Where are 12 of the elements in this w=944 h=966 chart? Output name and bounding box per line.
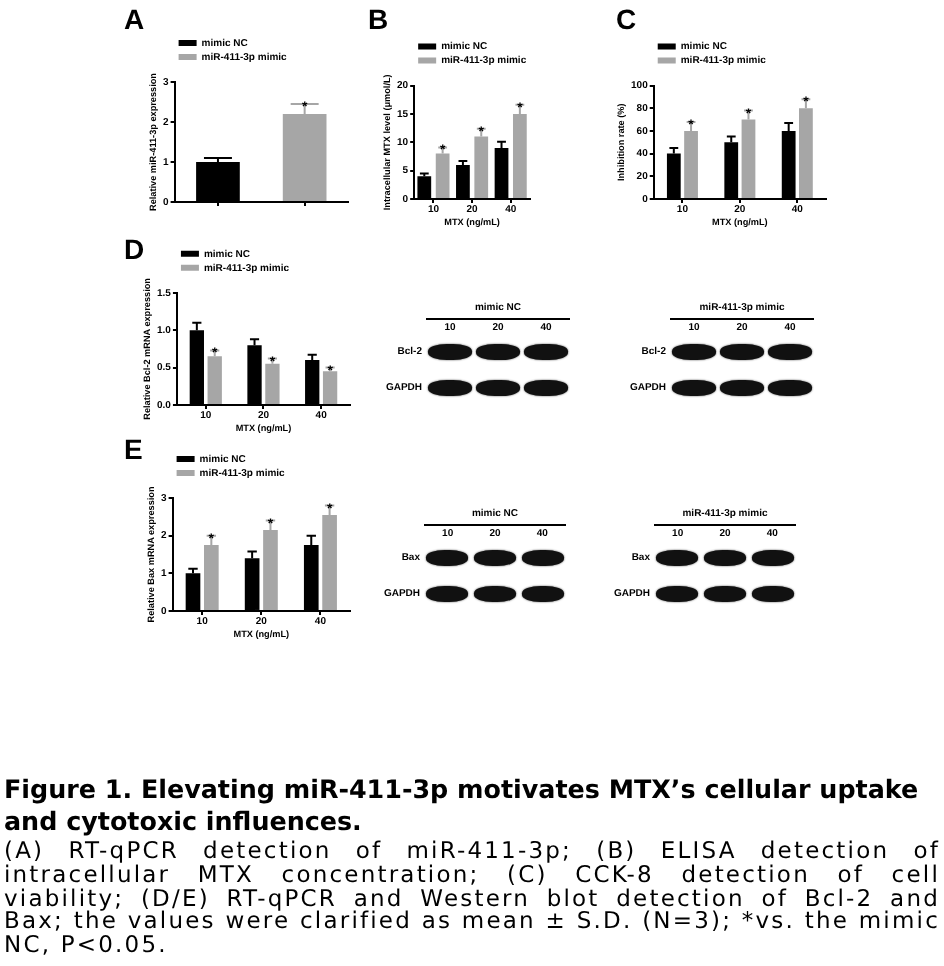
chart-title: E <box>124 432 143 465</box>
bar <box>207 356 222 404</box>
bar <box>265 363 280 404</box>
text: Figure 1. Elevating miR-411-3p motivates MTX’s cellular uptake and cytotoxic influences. <box>4 774 921 838</box>
bar <box>435 153 450 198</box>
chart-title: B <box>368 2 389 35</box>
bar <box>322 371 338 404</box>
chart-title: D <box>124 232 145 265</box>
chart-title: C <box>616 2 637 35</box>
text: (A) RT-qPCR detection of miR-411-3p; (B) ELISA detection of intracellular MTX concentration; (C) CCK-8 detection of cell viability; (D/E) RT-qPCR and Western blot detection of Bcl-2 and Bax; the values were clarified as mean ± S.D. (N=3); *vs. the mimic NC, P<0.05. <box>4 836 940 959</box>
chart-title: A <box>124 2 145 35</box>
bar <box>474 136 489 198</box>
